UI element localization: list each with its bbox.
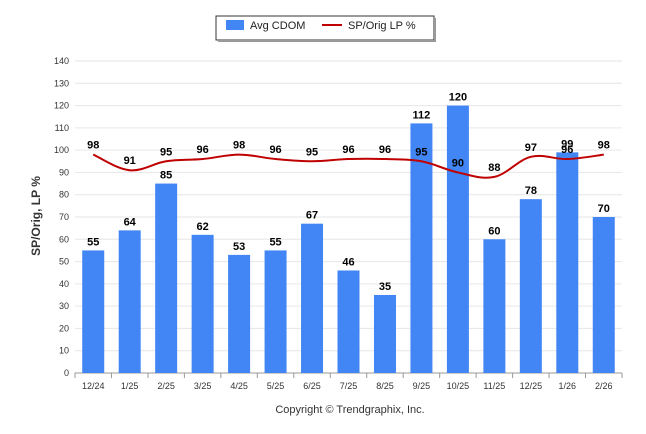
line-value-label: 96 [269,144,281,156]
bar-1-25 [118,230,141,373]
bar-9-25 [410,123,433,374]
line-value-label: 88 [488,162,500,174]
line-value-label: 95 [415,146,427,158]
bar-value-label: 46 [342,256,354,268]
bar-5-25 [264,250,287,373]
bar-value-label: 60 [488,225,500,237]
y-tick-label: 100 [54,145,69,155]
bar-11-25 [483,239,506,373]
bar-4-25 [228,254,251,373]
line-value-label: 98 [233,140,245,152]
bar-series [82,105,615,374]
bar-value-label: 64 [124,216,137,228]
bar-7-25 [337,270,360,373]
bar-value-label: 35 [379,281,391,293]
line-value-label: 98 [598,140,610,152]
bar-value-label: 120 [449,92,467,104]
line-series [92,153,604,179]
x-axis-ticks: 12/24 1/25 2/25 3/25 4/25 5/25 6/25 7/25 8/25 9/2… [74,373,623,391]
x-tick-label: 5/25 [267,381,285,391]
bar-value-label: 55 [269,236,281,248]
x-tick-label: 3/25 [194,381,212,391]
y-tick-label: 50 [59,257,69,267]
legend-line-label[interactable]: SP/Orig LP % [348,20,416,32]
bar-12-25 [519,199,542,373]
y-tick-label: 120 [54,101,69,111]
bar-value-label: 67 [306,210,318,222]
y-tick-label: 40 [59,279,69,289]
bar-2-26 [592,217,615,373]
y-tick-label: 140 [54,56,69,66]
y-tick-label: 130 [54,78,69,88]
bar-value-label: 53 [233,241,245,253]
bar-2-25 [155,183,178,373]
y-tick-label: 90 [59,167,69,177]
y-axis-title: SP/Orig, LP % [29,176,43,256]
line-value-label: 96 [197,144,209,156]
bar-value-label: 55 [87,236,99,248]
line-value-label: 96 [342,144,354,156]
y-tick-label: 70 [59,212,69,222]
x-tick-label: 7/25 [340,381,358,391]
line-value-label: 91 [124,155,136,167]
bar-value-label: 112 [413,109,431,121]
line-value-label: 90 [452,157,464,169]
x-tick-label: 6/25 [303,381,321,391]
y-tick-label: 110 [55,123,69,133]
x-tick-label: 10/25 [447,381,470,391]
bar-value-label: 70 [598,203,610,215]
bar-value-label: 78 [525,185,537,197]
x-tick-label: 12/24 [82,381,105,391]
x-tick-label: 12/25 [520,381,543,391]
x-tick-label: 1/25 [121,381,139,391]
y-tick-label: 20 [59,323,69,333]
copyright-credit: Copyright © Trendgraphix, Inc. [275,404,424,416]
bar-6-25 [301,223,324,373]
line-value-label: 95 [306,146,318,158]
line-value-label: 96 [379,144,391,156]
y-axis-ticks: 0 10 20 30 40 50 60 70 80 90 100 110 120 130 140 [54,56,69,378]
line-value-label: 97 [525,142,537,154]
legend[interactable]: Avg CDOM SP/Orig LP % [215,15,436,42]
x-tick-label: 9/25 [413,381,431,391]
y-tick-label: 60 [59,234,69,244]
y-tick-label: 30 [59,301,69,311]
line-value-label: 98 [87,140,99,152]
bar-value-label: 99 [561,138,573,150]
y-tick-label: 10 [59,346,69,356]
bar-10-25 [446,105,469,374]
x-tick-label: 11/25 [483,381,505,391]
x-tick-label: 4/25 [230,381,248,391]
y-tick-label: 0 [64,368,69,378]
line-value-label: 96 [561,144,573,156]
x-tick-label: 8/25 [376,381,394,391]
x-tick-label: 2/26 [595,381,613,391]
x-tick-label: 1/26 [559,381,577,391]
sp-orig-lp-line [92,153,604,179]
bar-3-25 [191,234,214,373]
bar-12-24 [82,250,105,373]
y-tick-label: 80 [59,190,69,200]
bar-8-25 [373,295,396,373]
legend-bar-label[interactable]: Avg CDOM [250,20,305,32]
bar-value-label: 85 [160,170,172,182]
bar-value-label: 62 [197,221,209,233]
legend-bar-swatch[interactable] [226,20,244,30]
line-value-label: 95 [160,146,172,158]
data-labels: 55 64 85 62 53 55 67 46 35 112 120 60 78 99 70 98 91 95 96… [87,92,610,293]
bar-1-26 [556,152,579,373]
x-tick-label: 2/25 [157,381,175,391]
